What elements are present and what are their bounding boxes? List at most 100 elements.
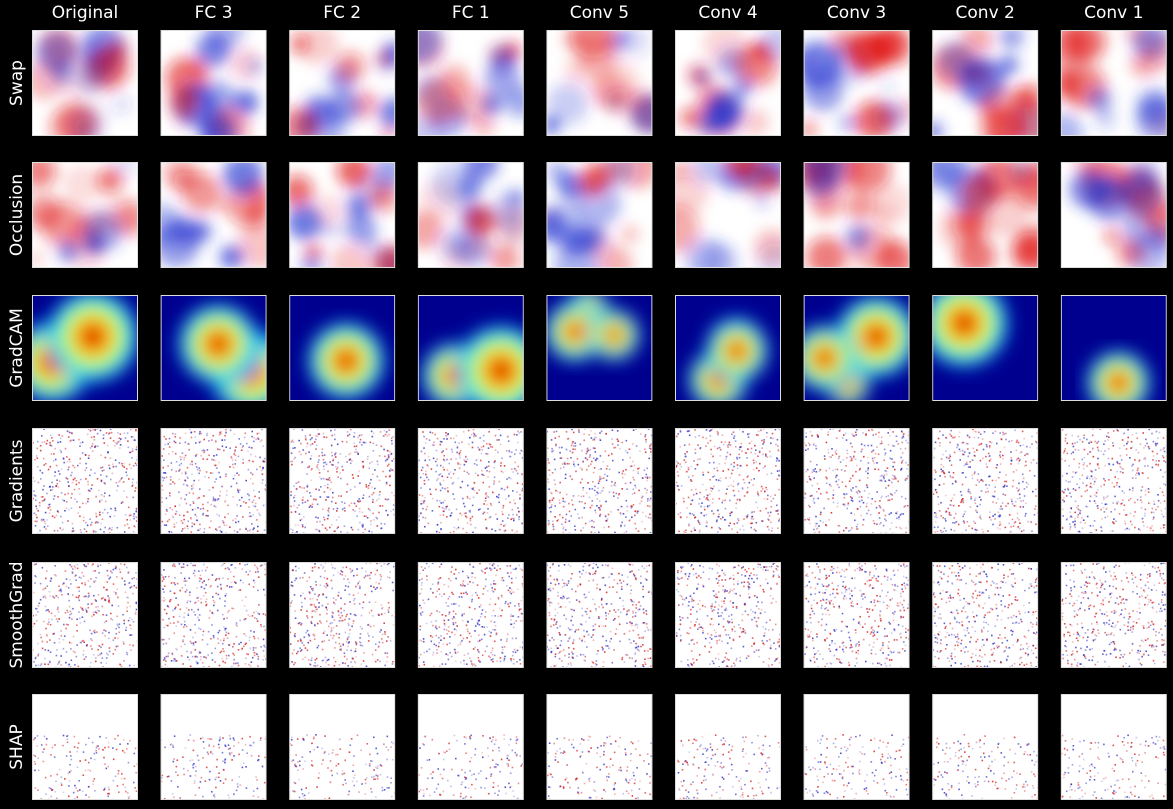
pixel xyxy=(102,657,104,659)
pixel xyxy=(699,531,701,533)
pixel xyxy=(166,510,168,512)
pixel xyxy=(120,433,122,435)
pixel xyxy=(565,519,567,521)
pixel xyxy=(1002,432,1004,434)
pixel xyxy=(359,435,361,437)
pixel xyxy=(96,631,98,633)
pixel xyxy=(75,579,77,581)
pixel xyxy=(1164,451,1166,453)
pixel xyxy=(67,624,69,626)
pixel xyxy=(773,498,775,500)
pixel xyxy=(514,468,516,470)
pixel xyxy=(302,499,304,501)
pixel xyxy=(695,452,697,454)
pixel xyxy=(127,523,129,525)
pixel xyxy=(100,523,102,525)
pixel xyxy=(93,614,95,616)
pixel xyxy=(207,515,209,517)
pixel xyxy=(779,519,781,521)
pixel xyxy=(757,507,759,509)
pixel xyxy=(851,512,853,514)
pixel xyxy=(772,527,774,529)
pixel xyxy=(579,501,581,503)
pixel xyxy=(557,491,559,493)
pixel xyxy=(1123,509,1125,511)
pixel xyxy=(574,442,576,444)
pixel xyxy=(219,432,221,434)
pixel xyxy=(868,462,870,464)
pixel xyxy=(213,500,215,502)
pixel xyxy=(129,452,131,454)
pixel xyxy=(634,523,636,525)
pixel xyxy=(559,502,561,504)
pixel xyxy=(109,528,111,530)
pixel xyxy=(474,463,476,465)
pixel xyxy=(215,506,217,508)
pixel xyxy=(1025,513,1027,515)
pixel xyxy=(1112,458,1114,460)
row-label: Occlusion xyxy=(7,174,27,256)
pixel xyxy=(862,524,864,526)
pixel xyxy=(71,643,73,645)
pixel xyxy=(492,446,494,448)
pixel xyxy=(433,445,435,447)
pixel xyxy=(104,527,106,529)
pixel xyxy=(70,475,72,477)
pixel xyxy=(1153,455,1155,457)
pixel xyxy=(840,461,842,463)
pixel xyxy=(49,591,51,593)
pixel xyxy=(973,521,975,523)
pixel xyxy=(80,442,82,444)
pixel xyxy=(119,569,121,571)
pixel xyxy=(481,474,483,476)
pixel xyxy=(92,443,94,445)
pixel xyxy=(215,528,217,530)
pixel xyxy=(768,512,770,514)
pixel xyxy=(479,448,481,450)
pixel xyxy=(319,472,321,474)
pixel xyxy=(485,497,487,499)
pixel xyxy=(1023,506,1025,508)
pixel xyxy=(980,499,982,501)
pixel xyxy=(422,508,424,510)
pixel xyxy=(934,448,936,450)
pixel xyxy=(809,523,811,525)
pixel xyxy=(553,526,555,528)
pixel xyxy=(172,565,174,567)
pixel xyxy=(349,505,351,507)
pixel xyxy=(950,456,952,458)
pixel xyxy=(1146,526,1148,528)
pixel xyxy=(687,431,689,433)
pixel xyxy=(502,520,504,522)
pixel xyxy=(102,470,104,472)
pixel xyxy=(591,532,593,534)
pixel xyxy=(483,435,485,437)
pixel xyxy=(939,431,941,433)
pixel xyxy=(57,607,59,609)
column-header: Original xyxy=(52,3,119,23)
pixel xyxy=(1153,512,1155,514)
pixel xyxy=(222,564,224,566)
pixel xyxy=(251,436,253,438)
blob xyxy=(186,58,210,82)
pixel xyxy=(494,481,496,483)
pixel xyxy=(1035,441,1037,443)
pixel xyxy=(737,458,739,460)
pixel xyxy=(645,516,647,518)
pixel xyxy=(622,477,624,479)
pixel xyxy=(1023,478,1025,480)
pixel xyxy=(739,449,741,451)
pixel xyxy=(1159,488,1161,490)
pixel xyxy=(958,524,960,526)
pixel xyxy=(64,635,66,637)
pixel xyxy=(979,496,981,498)
pixel xyxy=(119,462,121,464)
pixel xyxy=(490,503,492,505)
pixel xyxy=(976,484,978,486)
pixel xyxy=(680,512,682,514)
pixel xyxy=(312,443,314,445)
pixel xyxy=(1000,456,1002,458)
pixel xyxy=(592,488,594,490)
pixel xyxy=(106,589,108,591)
pixel xyxy=(305,439,307,441)
